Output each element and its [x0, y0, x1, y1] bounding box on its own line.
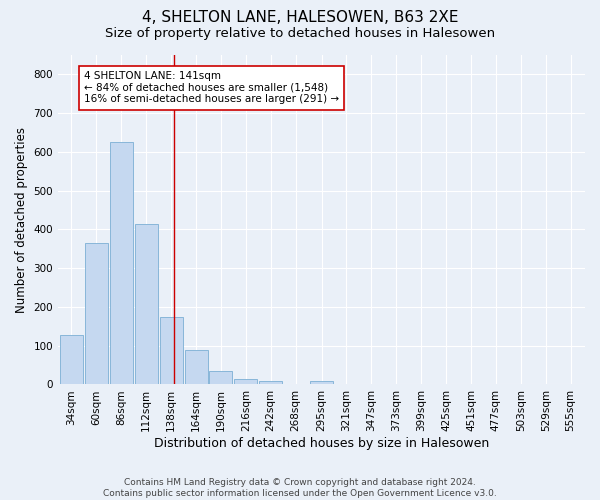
- Text: 4, SHELTON LANE, HALESOWEN, B63 2XE: 4, SHELTON LANE, HALESOWEN, B63 2XE: [142, 10, 458, 25]
- Text: 4 SHELTON LANE: 141sqm
← 84% of detached houses are smaller (1,548)
16% of semi-: 4 SHELTON LANE: 141sqm ← 84% of detached…: [84, 72, 339, 104]
- Bar: [259, 382, 282, 384]
- Bar: [235, 378, 257, 384]
- Bar: [160, 316, 182, 384]
- X-axis label: Distribution of detached houses by size in Halesowen: Distribution of detached houses by size …: [154, 437, 489, 450]
- Bar: [85, 243, 108, 384]
- Bar: [310, 382, 333, 384]
- Bar: [209, 371, 232, 384]
- Bar: [185, 350, 208, 384]
- Text: Contains HM Land Registry data © Crown copyright and database right 2024.
Contai: Contains HM Land Registry data © Crown c…: [103, 478, 497, 498]
- Bar: [134, 224, 158, 384]
- Bar: [110, 142, 133, 384]
- Y-axis label: Number of detached properties: Number of detached properties: [15, 126, 28, 312]
- Text: Size of property relative to detached houses in Halesowen: Size of property relative to detached ho…: [105, 28, 495, 40]
- Bar: [60, 335, 83, 384]
